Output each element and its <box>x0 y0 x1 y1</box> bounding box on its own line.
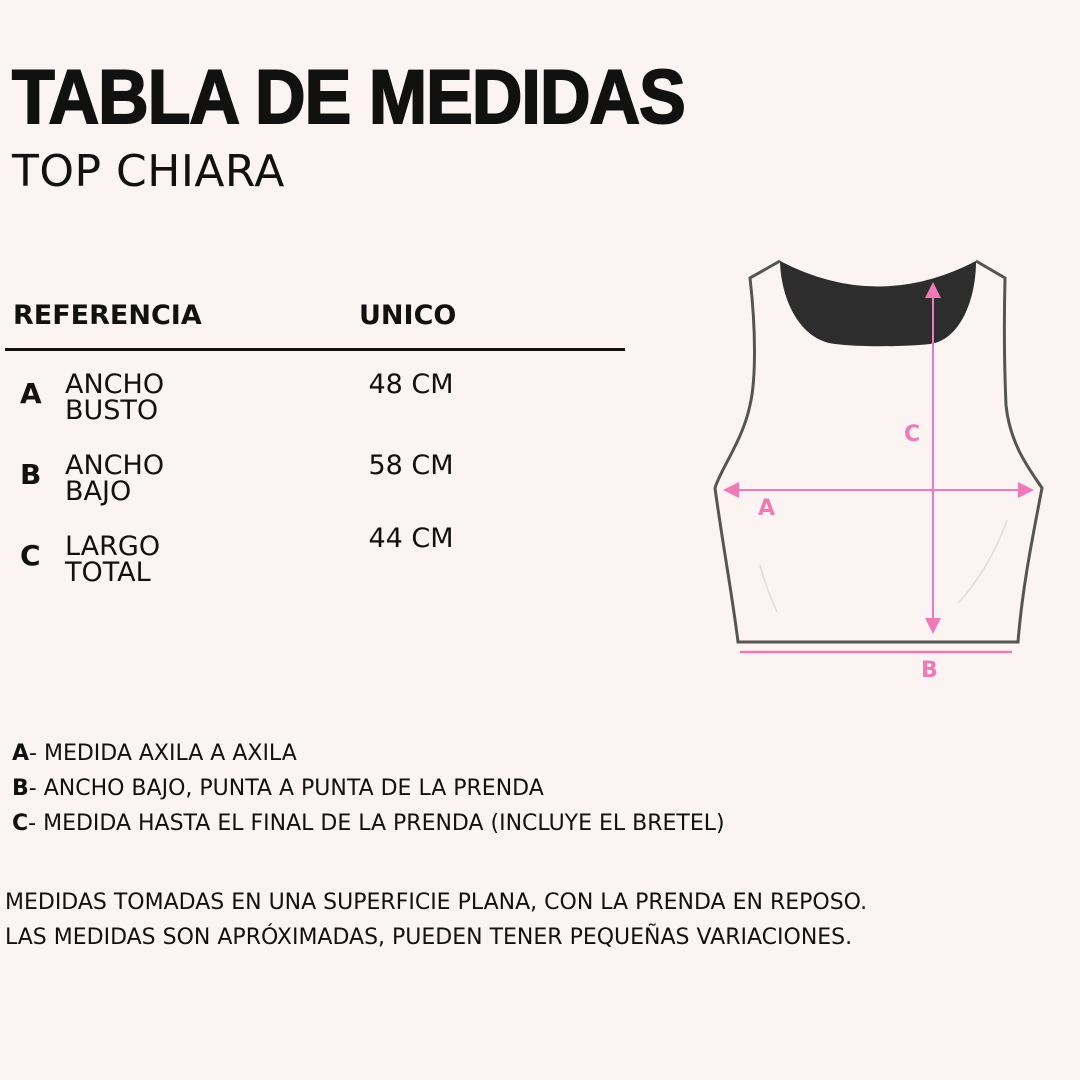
row-value: 44 CM <box>368 523 454 554</box>
note-text: - MEDIDA HASTA EL FINAL DE LA PRENDA (IN… <box>28 811 725 836</box>
footer-line-2: LAS MEDIDAS SON APRÓXIMADAS, PUEDEN TENE… <box>5 925 853 950</box>
row-label-line: LARGO <box>65 531 161 562</box>
row-letter: C <box>20 539 41 572</box>
row-label-line: ANCHO <box>65 450 165 481</box>
footer-line-1: MEDIDAS TOMADAS EN UNA SUPERFICIE PLANA,… <box>5 890 868 915</box>
row-label-line: BUSTO <box>65 395 159 426</box>
note-a: A- MEDIDA AXILA A AXILA <box>12 743 297 765</box>
table-divider <box>5 348 625 351</box>
note-letter: C <box>12 811 29 836</box>
neckline-shape <box>780 261 976 347</box>
top-outline <box>713 259 1044 644</box>
fold-line <box>957 519 1008 604</box>
label-a: A <box>758 496 775 521</box>
note-b: B- ANCHO BAJO, PUNTA A PUNTA DE LA PREND… <box>12 778 544 800</box>
row-label-line: ANCHO <box>65 369 165 400</box>
page-subtitle: TOP CHIARA <box>12 146 285 197</box>
note-text: - MEDIDA AXILA A AXILA <box>29 741 297 766</box>
label-b: B <box>921 658 938 683</box>
row-label: LARGO TOTAL <box>65 531 161 588</box>
row-value: 58 CM <box>368 450 454 481</box>
fold-line <box>759 564 778 613</box>
column-header-unico: UNICO <box>359 300 457 331</box>
row-label-line: TOTAL <box>65 557 151 588</box>
column-header-referencia: REFERENCIA <box>13 300 202 331</box>
note-letter: B <box>12 776 29 801</box>
row-letter: B <box>20 458 42 491</box>
page-title: TABLA DE MEDIDAS <box>11 55 687 140</box>
row-label: ANCHO BUSTO <box>65 369 165 426</box>
row-label: ANCHO BAJO <box>65 450 165 507</box>
row-value: 48 CM <box>368 369 454 400</box>
note-text: - ANCHO BAJO, PUNTA A PUNTA DE LA PRENDA <box>28 776 544 801</box>
label-c: C <box>904 422 920 447</box>
note-letter: A <box>12 741 30 766</box>
note-c: C- MEDIDA HASTA EL FINAL DE LA PRENDA (I… <box>12 813 725 835</box>
row-label-line: BAJO <box>65 476 132 507</box>
row-letter: A <box>20 377 42 410</box>
